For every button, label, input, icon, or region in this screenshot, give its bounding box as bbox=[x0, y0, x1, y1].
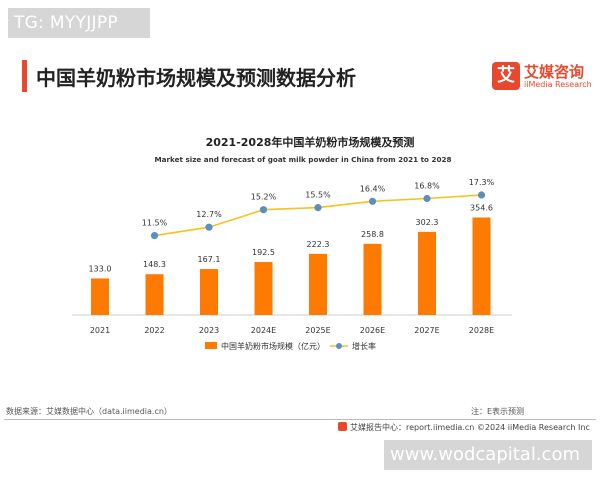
bar-value-label: 258.8 bbox=[361, 230, 384, 239]
watermark-bottom: www.wodcapital.com bbox=[384, 440, 592, 470]
growth-rate-label: 16.8% bbox=[414, 182, 440, 191]
footer-report-text: 艾媒报告中心：report.iimedia.cn ©2024 iiMedia R… bbox=[350, 423, 590, 432]
bar-value-label: 354.6 bbox=[470, 203, 493, 212]
legend-bar-label: 中国羊奶粉市场规模（亿元） bbox=[221, 341, 325, 351]
bar-value-label: 133.0 bbox=[89, 264, 112, 273]
growth-point-2025E bbox=[314, 204, 322, 212]
x-tick-label: 2022 bbox=[144, 326, 164, 335]
iimedia-logo: 艾 艾媒咨询 iiMedia Research bbox=[492, 62, 592, 92]
growth-point-2026E bbox=[368, 197, 377, 205]
growth-point-2027E bbox=[423, 194, 431, 203]
title-accent-bar bbox=[22, 60, 27, 92]
x-tick-label: 2024E bbox=[251, 326, 276, 335]
x-tick-label: 2027E bbox=[414, 326, 439, 335]
logo-name-cn: 艾媒咨询 bbox=[524, 63, 585, 81]
footer-source: 数据来源：艾媒数据中心（data.iimedia.cn） bbox=[6, 407, 172, 416]
bar-2028E bbox=[472, 217, 491, 315]
bar-2022 bbox=[145, 274, 164, 315]
page-title: 中国羊奶粉市场规模及预测数据分析 bbox=[36, 66, 356, 90]
x-tick-label: 2023 bbox=[199, 326, 219, 335]
growth-rate-label: 17.3% bbox=[469, 178, 495, 187]
logo-name-en: iiMedia Research bbox=[524, 80, 592, 89]
legend-bar-swatch bbox=[205, 342, 217, 349]
bar-value-label: 222.3 bbox=[307, 240, 330, 249]
bar-2025E bbox=[309, 253, 327, 315]
legend-line-label: 增长率 bbox=[352, 341, 376, 351]
x-tick-label: 2025E bbox=[305, 326, 330, 335]
footer-divider bbox=[4, 419, 596, 420]
chart-subtitle: Market size and forecast of goat milk po… bbox=[155, 155, 452, 164]
growth-point-2024E bbox=[259, 206, 268, 214]
bar-2024E bbox=[254, 262, 273, 315]
x-tick-label: 2028E bbox=[469, 326, 494, 335]
bar-2027E bbox=[418, 231, 436, 315]
logo-mark-icon: 艾 bbox=[492, 62, 520, 90]
bar-2021 bbox=[91, 278, 109, 315]
bar-value-label: 167.1 bbox=[198, 255, 221, 264]
bar-2026E bbox=[363, 243, 382, 315]
footer-note: 注：E表示预测 bbox=[471, 407, 525, 416]
bar-2023 bbox=[200, 269, 218, 315]
bar-value-label: 148.3 bbox=[143, 260, 166, 269]
growth-rate-label: 12.7% bbox=[196, 210, 222, 219]
growth-rate-label: 15.5% bbox=[305, 191, 331, 200]
chart-legend: 中国羊奶粉市场规模（亿元） 增长率 bbox=[205, 341, 376, 351]
bar-value-label: 302.3 bbox=[416, 218, 439, 227]
x-tick-label: 2026E bbox=[360, 326, 385, 335]
bar-value-label: 192.5 bbox=[252, 248, 275, 257]
report-center-icon bbox=[338, 422, 347, 431]
x-tick-label: 2021 bbox=[90, 326, 110, 335]
chart-title: 2021-2028年中国羊奶粉市场规模及预测 bbox=[206, 135, 415, 149]
growth-rate-label: 15.2% bbox=[251, 193, 277, 202]
watermark-top: TG: MYYJJPP bbox=[8, 8, 150, 38]
growth-rate-label: 16.4% bbox=[360, 184, 386, 193]
footer-report: 艾媒报告中心：report.iimedia.cn ©2024 iiMedia R… bbox=[338, 422, 590, 433]
growth-point-2023 bbox=[205, 223, 213, 231]
growth-point-2028E bbox=[477, 191, 486, 199]
growth-point-2022 bbox=[150, 232, 159, 240]
growth-rate-label: 11.5% bbox=[142, 219, 168, 228]
legend-line-marker bbox=[336, 343, 342, 349]
